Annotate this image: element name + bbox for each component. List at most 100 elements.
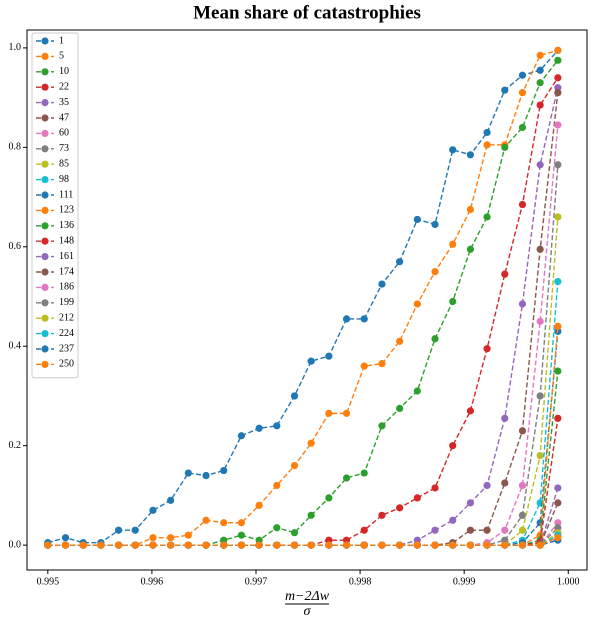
point [501, 536, 509, 544]
point [554, 414, 562, 422]
legend-label: 47 [59, 112, 69, 123]
point [554, 74, 562, 82]
point [378, 360, 386, 368]
legend-marker [41, 68, 49, 76]
point [449, 516, 457, 524]
chart-title: Mean share of catastrophies [193, 2, 421, 23]
point [449, 297, 457, 306]
point [273, 541, 281, 549]
legend-label: 174 [59, 266, 74, 277]
point [518, 71, 527, 79]
legend-marker [41, 268, 49, 276]
point [536, 392, 544, 400]
x-label-numerator: m−2Δw [285, 589, 330, 604]
point [518, 526, 527, 534]
point [307, 511, 315, 519]
point [483, 481, 491, 490]
point [325, 352, 333, 360]
point [273, 422, 281, 430]
point [449, 442, 457, 450]
legend-marker [41, 191, 49, 199]
point [554, 499, 562, 507]
series-line [47, 49, 559, 544]
point [483, 213, 491, 221]
point [273, 524, 281, 532]
point [466, 499, 475, 507]
point [483, 541, 491, 549]
point [342, 409, 351, 417]
point [518, 300, 527, 308]
point [342, 315, 351, 323]
point [237, 541, 246, 549]
point [342, 541, 351, 549]
point [255, 501, 263, 509]
point [184, 469, 192, 477]
legend-label: 136 [59, 220, 74, 231]
point [184, 531, 192, 539]
point [536, 79, 544, 87]
point [431, 335, 439, 343]
point [325, 494, 333, 502]
point [149, 541, 157, 549]
point [483, 526, 491, 534]
legend-label: 250 [59, 359, 74, 370]
point [483, 141, 491, 149]
point [255, 536, 263, 544]
point [220, 536, 228, 544]
point [466, 151, 475, 159]
point [536, 452, 544, 460]
point [378, 280, 386, 288]
legend-label: 22 [59, 81, 69, 92]
point [342, 474, 351, 482]
x-label-denominator: σ [304, 604, 312, 619]
legend-marker [41, 129, 49, 137]
point [554, 519, 562, 527]
y-tick-label: 0.6 [9, 241, 22, 252]
point [396, 337, 404, 345]
legend-label: 98 [59, 174, 69, 185]
point [518, 123, 527, 132]
point [237, 519, 246, 527]
point [360, 526, 368, 534]
point [431, 484, 439, 492]
point [449, 541, 457, 549]
point [466, 407, 475, 415]
point [97, 541, 105, 549]
legend-marker [41, 176, 49, 184]
point [554, 484, 562, 492]
point [307, 439, 315, 447]
point [396, 504, 404, 512]
point [413, 387, 421, 395]
point [184, 541, 192, 549]
point [501, 86, 509, 94]
point [554, 161, 562, 169]
point [501, 270, 509, 278]
legend-label: 5 [59, 51, 64, 62]
legend-label: 148 [59, 235, 74, 246]
point [466, 205, 475, 214]
point [44, 541, 52, 549]
point [501, 479, 509, 487]
point [536, 51, 544, 59]
point [255, 541, 263, 549]
point [554, 322, 562, 330]
point [449, 240, 457, 248]
x-tick-label: 0.997 [245, 576, 268, 587]
legend-label: 10 [59, 66, 69, 77]
point [378, 422, 386, 430]
point [61, 534, 70, 542]
point [413, 300, 421, 308]
legend-marker [41, 360, 49, 368]
point [518, 89, 527, 97]
point [342, 536, 351, 544]
point [378, 541, 386, 549]
point [536, 101, 544, 109]
point [220, 466, 228, 475]
point [396, 258, 404, 266]
point [114, 526, 123, 534]
legend-marker [41, 299, 49, 307]
point [114, 541, 123, 549]
point [413, 215, 421, 224]
